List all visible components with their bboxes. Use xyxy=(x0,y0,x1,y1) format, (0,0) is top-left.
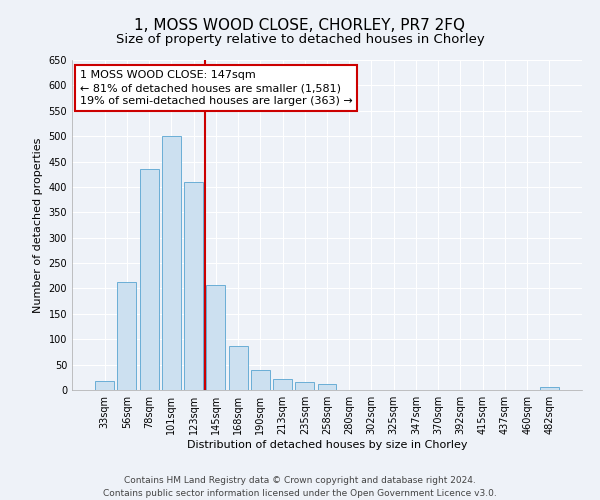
Bar xyxy=(162,136,181,390)
Bar xyxy=(273,379,292,390)
Text: Contains HM Land Registry data © Crown copyright and database right 2024.
Contai: Contains HM Land Registry data © Crown c… xyxy=(103,476,497,498)
Bar xyxy=(184,182,203,390)
Bar xyxy=(540,388,559,390)
Text: Size of property relative to detached houses in Chorley: Size of property relative to detached ho… xyxy=(116,32,484,46)
Bar xyxy=(118,282,136,390)
Text: 1 MOSS WOOD CLOSE: 147sqm
← 81% of detached houses are smaller (1,581)
19% of se: 1 MOSS WOOD CLOSE: 147sqm ← 81% of detac… xyxy=(80,70,352,106)
X-axis label: Distribution of detached houses by size in Chorley: Distribution of detached houses by size … xyxy=(187,440,467,450)
Bar xyxy=(140,168,158,390)
Bar xyxy=(229,346,248,390)
Bar xyxy=(206,285,225,390)
Bar xyxy=(295,382,314,390)
Bar xyxy=(251,370,270,390)
Y-axis label: Number of detached properties: Number of detached properties xyxy=(33,138,43,312)
Bar xyxy=(95,381,114,390)
Text: 1, MOSS WOOD CLOSE, CHORLEY, PR7 2FQ: 1, MOSS WOOD CLOSE, CHORLEY, PR7 2FQ xyxy=(134,18,466,32)
Bar xyxy=(317,384,337,390)
